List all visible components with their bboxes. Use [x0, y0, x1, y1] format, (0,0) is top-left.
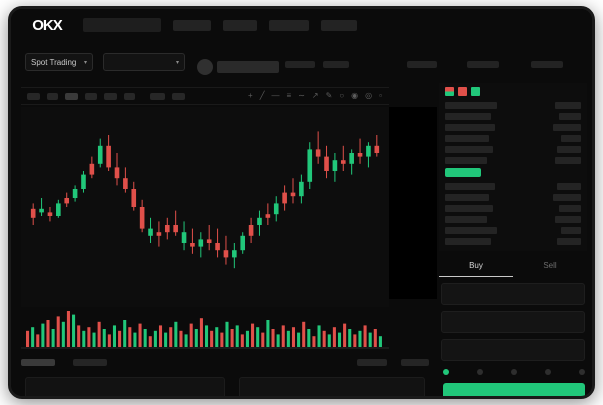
- trash-icon[interactable]: ▫: [379, 91, 382, 100]
- lock-icon[interactable]: ◎: [365, 91, 373, 100]
- order-book-rows: [439, 100, 587, 245]
- chevron-down-icon: ▾: [83, 59, 87, 66]
- order-book-ask-row[interactable]: [445, 102, 581, 109]
- book-both-icon[interactable]: [445, 87, 454, 96]
- stat-change: [285, 61, 315, 68]
- last-price: [217, 61, 279, 73]
- toolbar-item-time-4[interactable]: [85, 92, 97, 100]
- order-book-bid-row[interactable]: [445, 194, 581, 201]
- order-book-mid-price: [445, 168, 481, 177]
- order-book-ask-row[interactable]: [445, 157, 581, 164]
- tab-open-orders[interactable]: [21, 359, 55, 366]
- buy-sell-tabs: Buy Sell: [439, 259, 587, 277]
- bottom-panel-right[interactable]: [239, 377, 425, 396]
- order-book-ask-row[interactable]: [445, 146, 581, 153]
- eye-icon[interactable]: ◉: [351, 91, 359, 100]
- horizontal-line-icon[interactable]: —: [271, 91, 280, 100]
- book-asks-icon[interactable]: [458, 87, 467, 96]
- nav-item-2[interactable]: [223, 19, 257, 31]
- candlestick-chart-svg: [30, 131, 380, 269]
- tab-assets[interactable]: [401, 359, 429, 366]
- order-book-bid-row[interactable]: [445, 238, 581, 245]
- order-book-view-toggle: [439, 83, 587, 100]
- tab-buy[interactable]: Buy: [439, 259, 513, 277]
- market-sub-bar: Spot Trading ▾ ▾: [11, 49, 592, 83]
- order-total-field[interactable]: [441, 339, 585, 361]
- toolbar-item-time-5[interactable]: [103, 92, 117, 100]
- order-amount-field[interactable]: [441, 311, 585, 333]
- magnet-icon[interactable]: ○: [339, 91, 345, 100]
- order-book-bid-row[interactable]: [445, 216, 581, 223]
- tab-sell[interactable]: Sell: [543, 261, 557, 270]
- arrow-icon[interactable]: ↗: [311, 91, 319, 100]
- trading-mode-label: Spot Trading: [31, 57, 77, 67]
- trading-mode-select[interactable]: Spot Trading ▾: [25, 53, 93, 71]
- orders-tab-bar: [21, 357, 431, 369]
- tab-positions[interactable]: [357, 359, 387, 366]
- brush-icon[interactable]: ✎: [325, 91, 333, 100]
- stat-volume-quote: [531, 61, 563, 68]
- stat-volume-base: [467, 61, 499, 68]
- bottom-panel-left[interactable]: [25, 377, 225, 396]
- order-book-ask-row[interactable]: [445, 135, 581, 142]
- nav-item-3[interactable]: [269, 19, 309, 31]
- candlestick-chart[interactable]: [21, 107, 389, 307]
- order-book-ask-row[interactable]: [445, 113, 581, 120]
- top-navigation-bar: OKX: [11, 9, 592, 41]
- tab-order-history[interactable]: [73, 359, 107, 366]
- slider-dot-0[interactable]: [443, 369, 449, 375]
- order-price-field[interactable]: [441, 283, 585, 305]
- amount-slider[interactable]: [443, 369, 585, 375]
- chart-toolbar: + ╱ — ≡ ∼ ↗ ✎ ○ ◉ ◎ ▫: [21, 87, 389, 105]
- slider-dot-2[interactable]: [511, 369, 517, 375]
- book-bids-icon[interactable]: [471, 87, 480, 96]
- confirm-buy-button[interactable]: [443, 383, 585, 396]
- slider-dot-4[interactable]: [579, 369, 585, 375]
- order-book: [439, 83, 587, 251]
- toolbar-item-time-6[interactable]: [123, 92, 135, 100]
- trading-pair-select[interactable]: ▾: [103, 53, 185, 71]
- coin-avatar: [197, 59, 213, 75]
- volume-chart-svg: [21, 311, 389, 349]
- order-book-bid-row[interactable]: [445, 183, 581, 190]
- wave-icon[interactable]: ∼: [298, 91, 305, 100]
- render-artifact-overlay: [389, 107, 437, 299]
- stat-high: [323, 61, 349, 68]
- order-book-bid-row[interactable]: [445, 205, 581, 212]
- slider-dot-1[interactable]: [477, 369, 483, 375]
- okx-logo[interactable]: OKX: [32, 16, 63, 34]
- search-input[interactable]: [83, 18, 161, 32]
- toolbar-item-time-2[interactable]: [47, 92, 59, 100]
- toolbar-item-indicator[interactable]: [149, 92, 165, 100]
- nav-item-4[interactable]: [321, 19, 357, 31]
- toolbar-item-settings[interactable]: [171, 92, 186, 100]
- toolbar-item-time-1[interactable]: [27, 92, 41, 100]
- nav-item-1[interactable]: [173, 19, 211, 31]
- trendline-icon[interactable]: ╱: [259, 91, 265, 100]
- stat-low: [407, 61, 437, 68]
- crosshair-icon[interactable]: +: [248, 91, 253, 100]
- fib-icon[interactable]: ≡: [286, 91, 292, 100]
- toolbar-item-time-3[interactable]: [65, 92, 79, 100]
- slider-dot-3[interactable]: [545, 369, 551, 375]
- tablet-device-frame: OKX Spot Trading ▾ ▾: [8, 6, 595, 399]
- chevron-down-icon-pair: ▾: [175, 59, 179, 66]
- volume-chart: [21, 307, 389, 353]
- order-book-bid-row[interactable]: [445, 227, 581, 234]
- order-book-ask-row[interactable]: [445, 124, 581, 131]
- app-screen: OKX Spot Trading ▾ ▾: [11, 9, 592, 396]
